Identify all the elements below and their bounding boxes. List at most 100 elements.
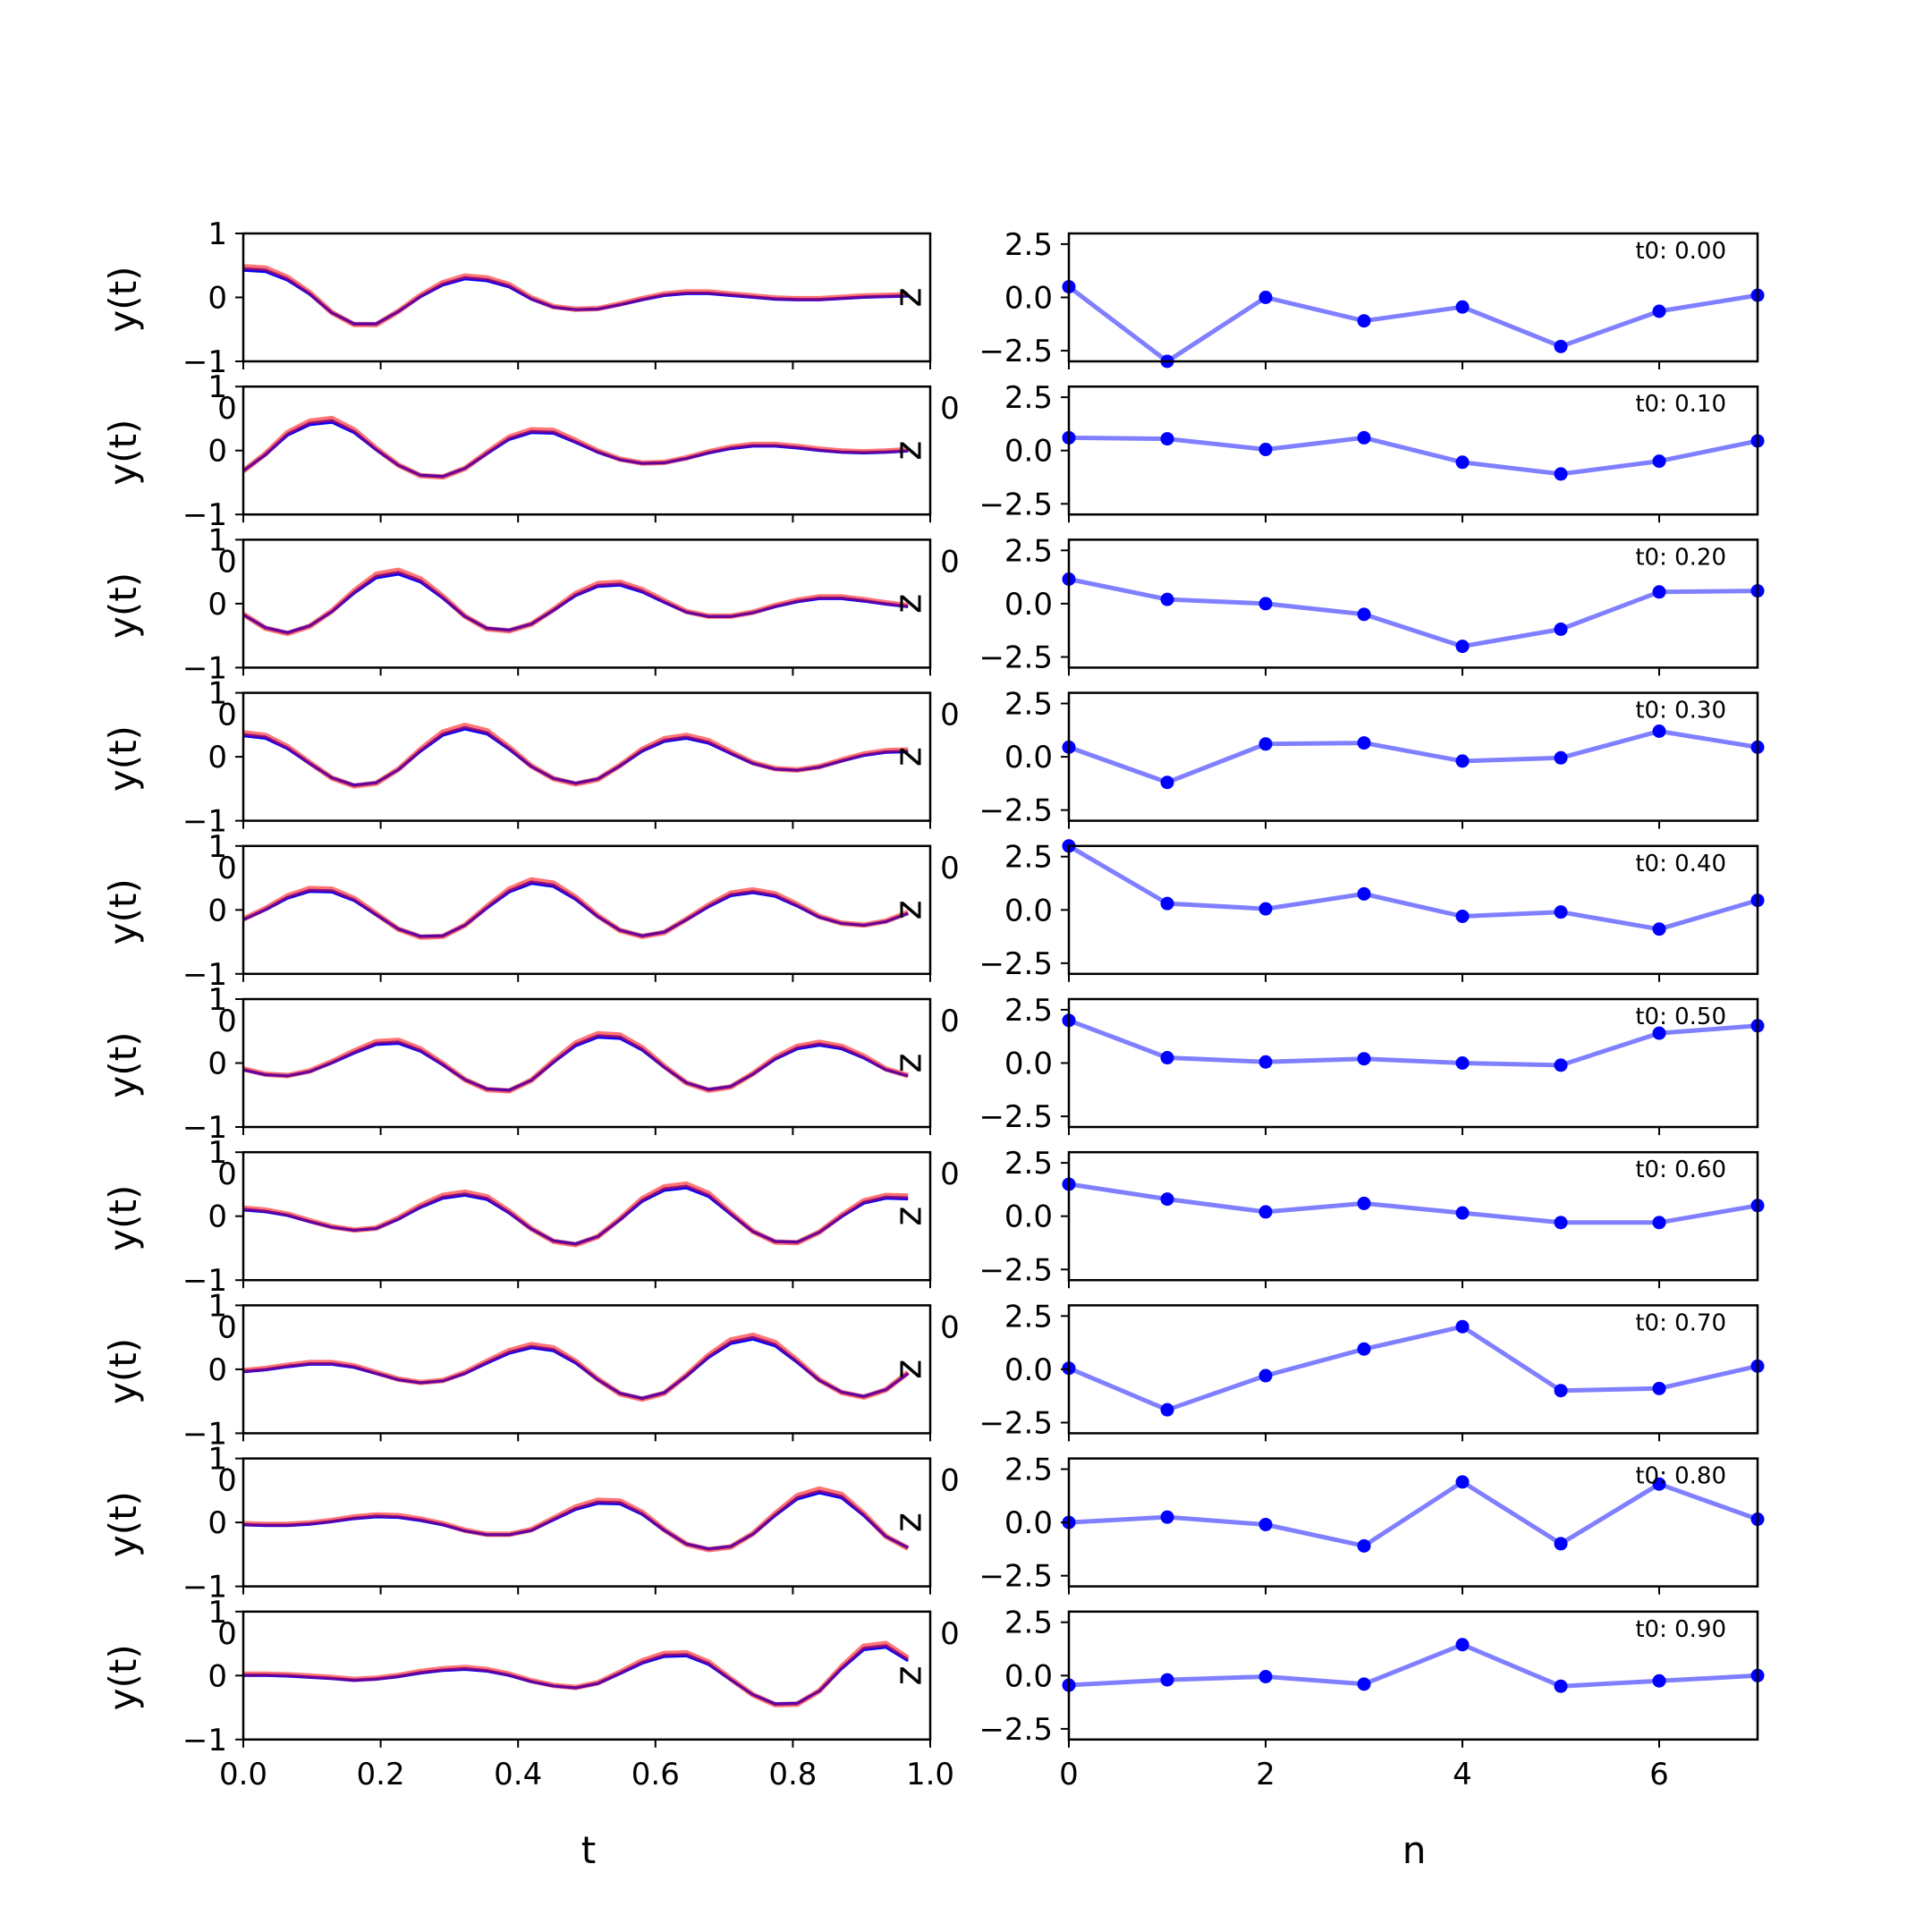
data-point (1652, 724, 1666, 738)
data-point (1554, 623, 1568, 636)
t0-annotation: t0: 0.80 (1635, 1463, 1726, 1490)
y-tick-label: 0 (208, 1046, 227, 1082)
z-glyph: z (886, 747, 930, 767)
series-line (1068, 1642, 1758, 1689)
t0-annotation: t0: 0.40 (1635, 851, 1726, 877)
y-tick-label: 0 (208, 740, 227, 775)
t0-annotation: t0: 0.50 (1635, 1004, 1726, 1030)
data-point (1455, 754, 1470, 768)
left-panel-frame (242, 1150, 932, 1282)
y-tick-label: −2.5 (979, 640, 1053, 675)
series-purple-line (242, 419, 909, 479)
data-point (1652, 585, 1666, 599)
series-line (1068, 1324, 1758, 1412)
y-axis-label: y(t) (101, 1338, 145, 1404)
y-tick-label: −1 (182, 344, 227, 380)
data-point (1652, 1477, 1666, 1491)
y-axis-label: y(t) (101, 1185, 145, 1251)
series-red-line (242, 1181, 909, 1248)
overlap-tick-left: 0 (217, 1309, 237, 1345)
y-tick-label: 2.5 (1004, 687, 1053, 723)
data-point (1160, 1402, 1174, 1417)
data-point (1357, 1677, 1371, 1691)
z-glyph: z (886, 900, 930, 919)
right-panel-1: 2.5 0.0 −2.5 t0: 0.10 (979, 380, 1765, 522)
data-point (1160, 592, 1174, 606)
overlap-tick-left: 0 (217, 1616, 237, 1652)
left-panel-4: 10−1y(t) z0 0 (101, 829, 960, 993)
right-panel-6: 2.5 0.0 −2.5 t0: 0.60 (979, 1146, 1765, 1288)
overlap-tick-right: 0 (940, 1616, 960, 1652)
t0-annotation: t0: 0.60 (1635, 1157, 1726, 1183)
data-point (1258, 1368, 1273, 1383)
series-purple-line (242, 571, 909, 635)
series-red-line (242, 877, 910, 940)
y-tick-label: 0.0 (1004, 587, 1053, 623)
series-line (1067, 284, 1758, 364)
right-panel-9: 2.5 0.0 −2.5 t0: 0.90 0 2 4 6 (979, 1606, 1765, 1792)
left-panel-9: 10−1y(t) z0 00.0 0.2 0.4 0.6 0.8 1.0 (101, 1595, 960, 1792)
data-point (1258, 737, 1273, 751)
y-tick-label: −1 (182, 804, 227, 840)
x-tick-label: 0.2 (357, 1757, 405, 1792)
overlap-tick-right: 0 (940, 1157, 960, 1192)
data-point (1357, 430, 1371, 445)
y-tick-label: −1 (182, 957, 227, 993)
x-tick-label: 2 (1256, 1757, 1275, 1792)
y-tick-label: 2.5 (1004, 840, 1053, 876)
data-point (1160, 896, 1174, 911)
left-panel-3: 10−1y(t) z0 0 (101, 676, 960, 840)
data-point (1455, 1319, 1470, 1334)
y-axis-label: y(t) (101, 266, 145, 332)
series-purple-line (242, 1034, 909, 1092)
y-tick-label: 2.5 (1004, 380, 1053, 416)
overlap-tick-right: 0 (940, 1004, 960, 1039)
data-point (1554, 1384, 1568, 1398)
y-tick-label: 0.0 (1004, 281, 1053, 317)
y-tick-label: 1 (208, 1595, 227, 1631)
data-point (1258, 443, 1273, 457)
left-panel-0: 1 0 −1 y(t) z (101, 216, 932, 380)
series-line (1068, 577, 1758, 649)
data-point (1160, 1510, 1174, 1524)
series-red-line (242, 264, 909, 327)
z-glyph: z (886, 287, 930, 307)
data-point (1554, 1058, 1568, 1072)
right-panel-4: 2.5 0.0 −2.5 t0: 0.40 (979, 839, 1765, 982)
data-point (1258, 902, 1273, 916)
series-line (1067, 843, 1758, 932)
data-point (1258, 1205, 1273, 1219)
y-tick-label: 2.5 (1004, 1453, 1053, 1488)
z-glyph: z (886, 594, 930, 614)
y-tick-label: 1 (208, 216, 227, 252)
series-purple-line (243, 1644, 910, 1706)
data-point (1652, 454, 1666, 469)
y-tick-label: 0 (208, 1199, 227, 1235)
right-panel-0: 2.5 0.0 −2.5 t0: 0.00 (979, 227, 1765, 369)
y-tick-label: 0 (208, 587, 227, 623)
data-point (1554, 467, 1568, 481)
y-axis-label: y(t) (101, 1491, 145, 1557)
y-tick-label: 0.0 (1004, 1352, 1053, 1388)
t0-annotation: t0: 0.30 (1635, 698, 1726, 724)
left-panel-1: 10−1y(t) z0 0 (101, 369, 960, 533)
left-panel-6: 10−1y(t) z0 0 (101, 1135, 960, 1299)
left-panel-frame (242, 997, 932, 1129)
data-point (1554, 339, 1568, 353)
data-point (1652, 1674, 1666, 1688)
data-point (1554, 1537, 1568, 1551)
t0-annotation: t0: 0.10 (1635, 391, 1726, 418)
x-tick-label: 0.4 (494, 1757, 542, 1792)
y-axis-label: y(t) (101, 725, 145, 792)
left-panel-frame (242, 691, 932, 822)
right-panel-7: 2.5 0.0 −2.5 t0: 0.70 (979, 1299, 1765, 1441)
x-tick-label: 4 (1453, 1757, 1472, 1792)
y-axis-label: y(t) (101, 419, 145, 486)
y-tick-label: 0 (208, 1658, 227, 1694)
x-tick-label: 0 (1059, 1757, 1079, 1792)
data-point (1652, 1216, 1666, 1230)
data-point (1455, 455, 1470, 470)
data-point (1554, 750, 1568, 765)
y-tick-label: 1 (208, 829, 227, 865)
